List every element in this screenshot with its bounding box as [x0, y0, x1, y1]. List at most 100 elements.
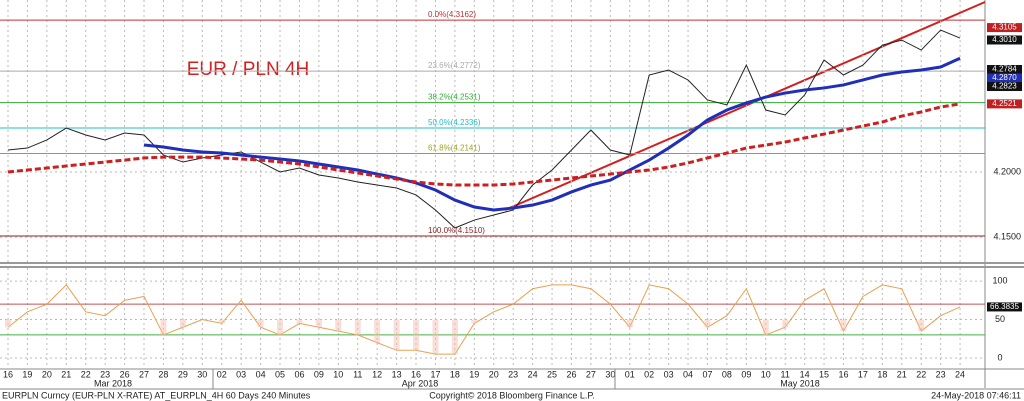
- x-tick-label: 22: [916, 369, 926, 379]
- rsi-fill: [354, 319, 361, 335]
- last-label-box: [987, 302, 1022, 312]
- price-label-box: [987, 23, 1022, 33]
- rsi-fill: [762, 319, 769, 335]
- rsi-fill: [277, 319, 284, 335]
- x-tick-label: 26: [120, 369, 130, 379]
- rsi-fill: [626, 319, 633, 328]
- month-label: Apr 2018: [402, 378, 439, 388]
- x-tick-label: 12: [372, 369, 382, 379]
- x-tick-label: 27: [586, 369, 596, 379]
- fib-label: 0.0%(4.3162): [428, 10, 476, 19]
- x-tick-label: 06: [294, 369, 304, 379]
- x-tick-label: 22: [81, 369, 91, 379]
- x-tick-label: 10: [333, 369, 343, 379]
- fib-label: 50.0%(4.2336): [428, 118, 481, 127]
- x-tick-label: 07: [702, 369, 712, 379]
- price-label: 4.2521: [992, 99, 1017, 108]
- rsi-fill: [374, 319, 381, 343]
- x-tick-label: 24: [528, 369, 538, 379]
- x-tick-label: 04: [256, 369, 266, 379]
- x-tick-label: 23: [508, 369, 518, 379]
- footer-right: 24-May-2018 07:46:11: [931, 390, 1021, 400]
- x-tick-label: 23: [936, 369, 946, 379]
- x-tick-label: 03: [664, 369, 674, 379]
- x-tick-label: 20: [42, 369, 52, 379]
- y-tick-label: 100: [992, 275, 1007, 285]
- x-tick-label: 16: [411, 369, 421, 379]
- fib-label: 100.0%(4.1510): [428, 226, 485, 235]
- fib-label: 23.6%(4.2772): [428, 61, 481, 70]
- price-label: 4.2823: [992, 82, 1017, 91]
- price-label-box: [987, 82, 1022, 92]
- series-line: [7, 102, 961, 187]
- x-tick-label: 25: [547, 369, 557, 379]
- chart-title: EUR / PLN 4H: [187, 59, 309, 80]
- fib-label: 38.2%(4.2531): [428, 93, 481, 102]
- rsi-fill: [179, 319, 186, 328]
- x-tick-label: 16: [838, 369, 848, 379]
- x-tick-label: 11: [353, 369, 362, 379]
- rsi-fill: [5, 319, 11, 328]
- x-tick-label: 17: [430, 369, 440, 379]
- x-tick-label: 19: [469, 369, 479, 379]
- x-tick-label: 26: [566, 369, 576, 379]
- x-tick-label: 28: [158, 369, 168, 379]
- last-label: 66.3835: [990, 302, 1019, 311]
- rsi-fill: [393, 319, 400, 351]
- series-line: [143, 56, 961, 212]
- price-label: 4.3105: [992, 23, 1017, 32]
- rsi-fill: [218, 319, 225, 324]
- price-label-box: [987, 73, 1022, 83]
- x-tick-label: 27: [139, 369, 149, 379]
- month-label: May 2018: [780, 378, 820, 388]
- rsi-fill: [782, 319, 789, 328]
- x-tick-label: 18: [877, 369, 887, 379]
- rsi-fill: [840, 319, 847, 332]
- rsi-fill: [160, 319, 167, 335]
- x-tick-label: 02: [217, 369, 227, 379]
- month-label: Mar 2018: [94, 378, 132, 388]
- rsi-fill: [432, 319, 439, 355]
- x-tick-label: 09: [314, 369, 324, 379]
- price-label: 4.2784: [992, 65, 1017, 74]
- x-tick-label: 16: [3, 369, 13, 379]
- rsi-fill: [704, 319, 711, 328]
- x-tick-label: 09: [741, 369, 751, 379]
- rsi-fill: [315, 319, 322, 328]
- price-label-box: [987, 65, 1022, 75]
- x-tick-label: 18: [450, 369, 460, 379]
- x-tick-label: 02: [644, 369, 654, 379]
- x-tick-label: 01: [625, 369, 635, 379]
- price-label-box: [987, 35, 1022, 45]
- rsi-fill: [335, 319, 342, 332]
- rsi-fill: [296, 319, 303, 324]
- x-tick-label: 19: [22, 369, 32, 379]
- rsi-fill: [451, 319, 458, 355]
- price-label: 4.2870: [992, 73, 1017, 82]
- price-label: 4.3010: [992, 35, 1017, 44]
- footer-left: EURPLN Curncy (EUR-PLN X-RATE) AT_EURPLN…: [2, 390, 311, 400]
- y-tick-label: 50: [995, 314, 1005, 324]
- x-tick-label: 24: [955, 369, 965, 379]
- x-tick-label: 30: [605, 369, 615, 379]
- x-tick-label: 23: [100, 369, 110, 379]
- x-tick-label: 17: [858, 369, 868, 379]
- x-tick-label: 10: [761, 369, 771, 379]
- x-tick-label: 21: [61, 369, 71, 379]
- x-tick-label: 15: [819, 369, 829, 379]
- series-line: [7, 284, 961, 355]
- price-label-box: [987, 99, 1022, 109]
- rsi-fill: [918, 319, 925, 332]
- x-tick-label: 03: [236, 369, 246, 379]
- y-tick-label: 4.2000: [993, 166, 1021, 176]
- fib-label: 61.8%(4.2141): [428, 144, 481, 153]
- rsi-fill: [413, 319, 420, 351]
- x-tick-label: 11: [781, 369, 790, 379]
- x-tick-label: 14: [800, 369, 810, 379]
- y-tick-label: 4.1500: [993, 232, 1021, 242]
- x-tick-label: 20: [489, 369, 499, 379]
- x-tick-label: 05: [275, 369, 285, 379]
- rsi-fill: [257, 319, 264, 328]
